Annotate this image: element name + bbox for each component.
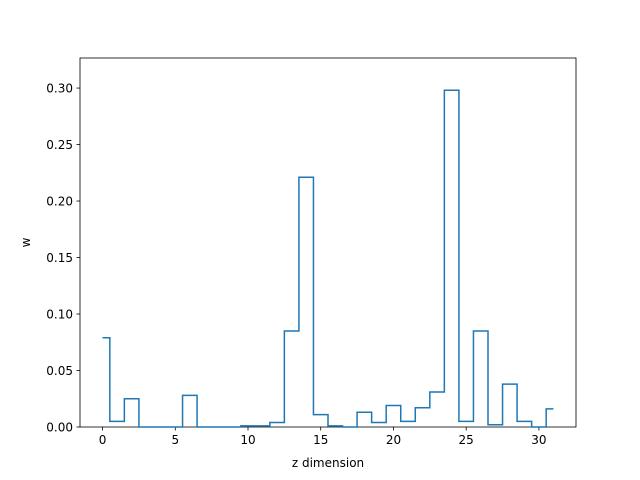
y-tick-label: 0.05 (46, 364, 73, 378)
x-tick-label: 25 (459, 433, 474, 447)
x-axis-label: z dimension (292, 456, 364, 470)
x-axis: 0 5 10 15 20 25 30 (99, 427, 547, 447)
y-tick-label: 0.00 (46, 420, 73, 434)
plot-frame (79, 57, 577, 428)
x-tick-label: 10 (240, 433, 255, 447)
y-axis: 0.00 0.05 0.10 0.15 0.20 0.25 0.30 (46, 81, 80, 434)
y-axis-label: w (19, 237, 33, 247)
x-tick-label: 30 (531, 433, 546, 447)
y-tick-label: 0.30 (46, 81, 73, 95)
x-tick-label: 0 (99, 433, 107, 447)
x-tick-label: 20 (386, 433, 401, 447)
y-tick-label: 0.15 (46, 251, 73, 265)
series-step-line (102, 89, 554, 428)
x-tick-label: 5 (171, 433, 179, 447)
y-tick-label: 0.25 (46, 138, 73, 152)
x-tick-label: 15 (313, 433, 328, 447)
y-tick-label: 0.10 (46, 307, 73, 321)
y-tick-label: 0.20 (46, 194, 73, 208)
